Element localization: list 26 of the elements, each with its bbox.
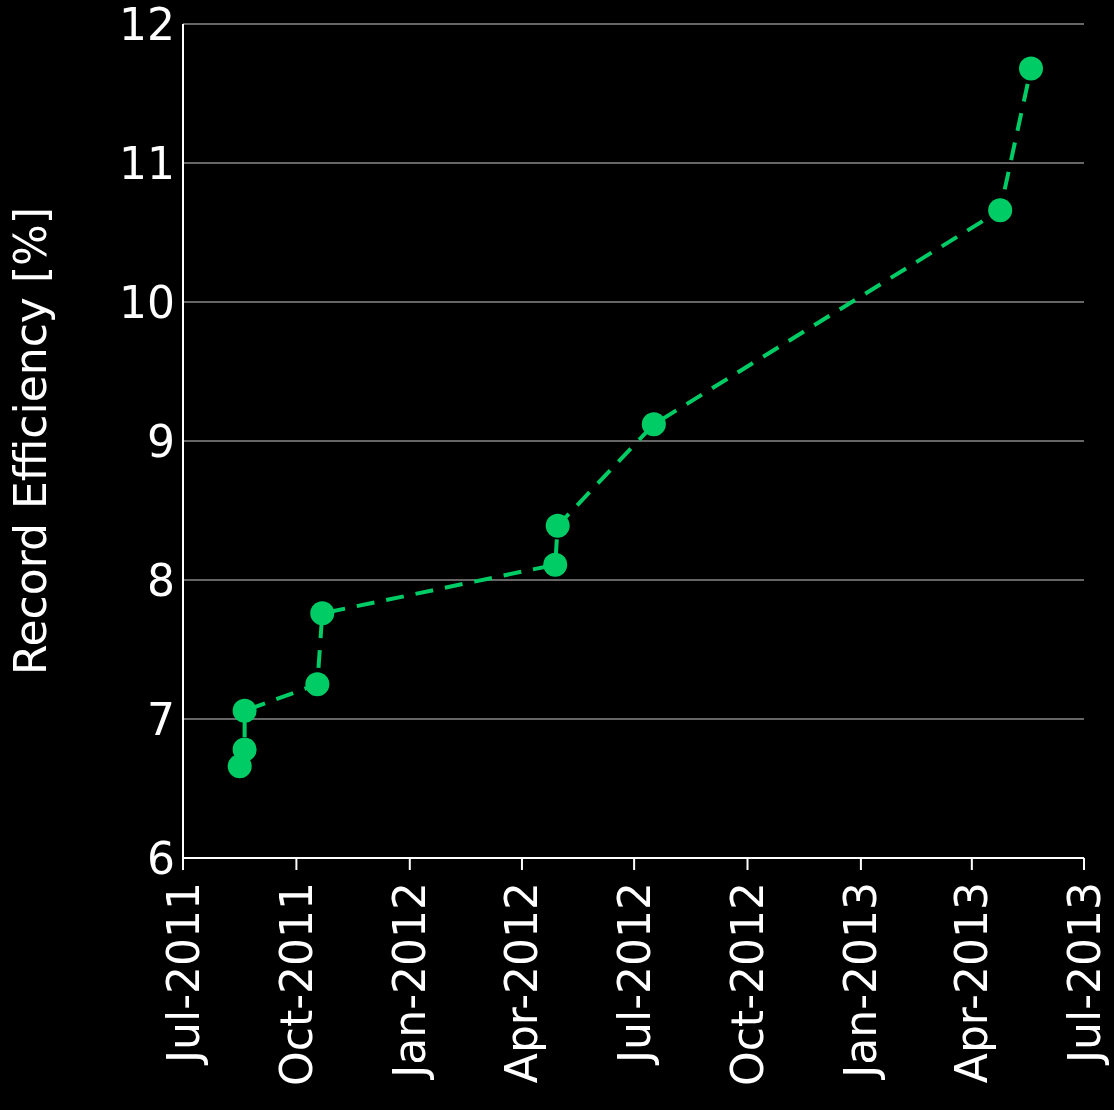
point bbox=[545, 513, 570, 538]
point bbox=[988, 198, 1013, 223]
x-tick-label: Jan-2013 bbox=[835, 882, 887, 1081]
y-tick-label: 6 bbox=[147, 832, 175, 884]
point bbox=[1019, 56, 1043, 81]
point bbox=[232, 737, 257, 762]
x-tick-label: Jul-2011 bbox=[157, 882, 209, 1066]
x-tick-label: Apr-2013 bbox=[946, 882, 998, 1084]
x-tick-label: Oct-2011 bbox=[270, 882, 322, 1086]
y-tick-label: 7 bbox=[147, 693, 175, 745]
y-tick-label: 12 bbox=[119, 0, 175, 50]
x-tick-label: Oct-2012 bbox=[722, 882, 774, 1086]
point bbox=[543, 552, 568, 577]
x-tick-label: Jul-2013 bbox=[1058, 882, 1110, 1066]
y-tick-label: 9 bbox=[147, 415, 175, 467]
point bbox=[641, 412, 666, 437]
point bbox=[310, 601, 335, 626]
y-tick-label: 11 bbox=[119, 137, 175, 189]
y-axis-title: Record Efficiency [%] bbox=[4, 206, 56, 676]
x-tick-label: Apr-2012 bbox=[496, 882, 548, 1084]
y-tick-label: 8 bbox=[147, 554, 175, 606]
x-tick-label: Jul-2012 bbox=[608, 882, 660, 1066]
point bbox=[305, 672, 330, 697]
x-tick-label: Jan-2012 bbox=[384, 882, 436, 1081]
point bbox=[232, 698, 257, 723]
y-tick-label: 10 bbox=[119, 276, 175, 328]
